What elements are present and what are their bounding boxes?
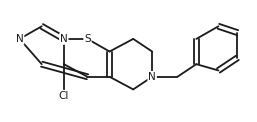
Text: N: N [148, 72, 156, 82]
Text: S: S [84, 34, 91, 44]
Text: Cl: Cl [59, 91, 69, 101]
Text: N: N [60, 34, 68, 44]
Text: N: N [16, 34, 23, 44]
